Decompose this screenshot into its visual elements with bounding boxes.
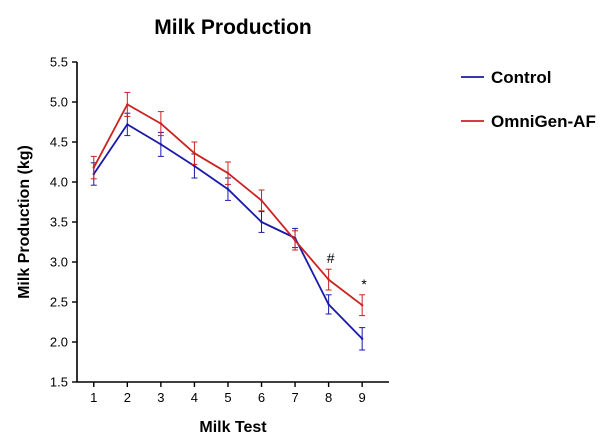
data-point	[126, 123, 129, 126]
data-point	[92, 166, 95, 169]
series-1	[90, 91, 366, 317]
x-axis-label: Milk Test	[199, 419, 267, 436]
series-line	[93, 123, 363, 340]
y-tick-label: 5.5	[50, 55, 68, 70]
y-tick-label: 3.0	[50, 255, 68, 270]
y-tick-label: 1.5	[50, 375, 68, 390]
data-point	[360, 304, 364, 307]
annotations: #*	[327, 250, 368, 292]
legend-label-control: Control	[491, 68, 551, 87]
significance-marker: *	[361, 276, 367, 292]
legend: Control OmniGen-AF	[461, 68, 596, 131]
data-point	[360, 337, 364, 340]
x-tick-label: 6	[258, 390, 265, 405]
series-layer	[90, 91, 366, 351]
x-tick-label: 9	[359, 390, 366, 405]
x-tick-label: 8	[325, 390, 332, 405]
y-tick-label: 4.5	[50, 135, 68, 150]
data-point	[260, 220, 263, 224]
series-line	[93, 103, 363, 306]
x-tick-label: 1	[90, 390, 97, 405]
legend-label-omnigen: OmniGen-AF	[491, 112, 596, 131]
x-tick-label: 5	[224, 390, 231, 405]
x-tick-label: 7	[291, 390, 298, 405]
y-tick-label: 4.0	[50, 175, 68, 190]
data-point	[159, 143, 163, 146]
data-point	[226, 172, 230, 175]
data-point	[193, 164, 196, 168]
data-point	[327, 278, 330, 281]
x-tick-label: 3	[157, 390, 164, 405]
data-point	[226, 188, 230, 191]
y-tick-label: 2.5	[50, 295, 68, 310]
y-tick-label: 2.0	[50, 335, 68, 350]
data-point	[327, 303, 330, 306]
data-point	[293, 239, 297, 242]
data-point	[260, 199, 263, 202]
significance-marker: #	[327, 250, 335, 266]
chart-title: Milk Production	[154, 16, 312, 39]
x-tick-label: 2	[124, 390, 131, 405]
x-tick-label: 4	[191, 390, 198, 405]
data-point	[159, 122, 163, 125]
y-tick-label: 5.0	[50, 95, 68, 110]
data-point	[193, 152, 196, 155]
y-axis-label: Milk Production (kg)	[16, 145, 33, 299]
series-0	[90, 112, 366, 351]
data-point	[126, 103, 129, 106]
axes: 1.5 2.0 2.5 3.0 3.5 4.0 4.5 5.0 5.5 1 2 3 4 5 6 7 8 9	[50, 55, 389, 405]
y-tick-label: 3.5	[50, 215, 68, 230]
